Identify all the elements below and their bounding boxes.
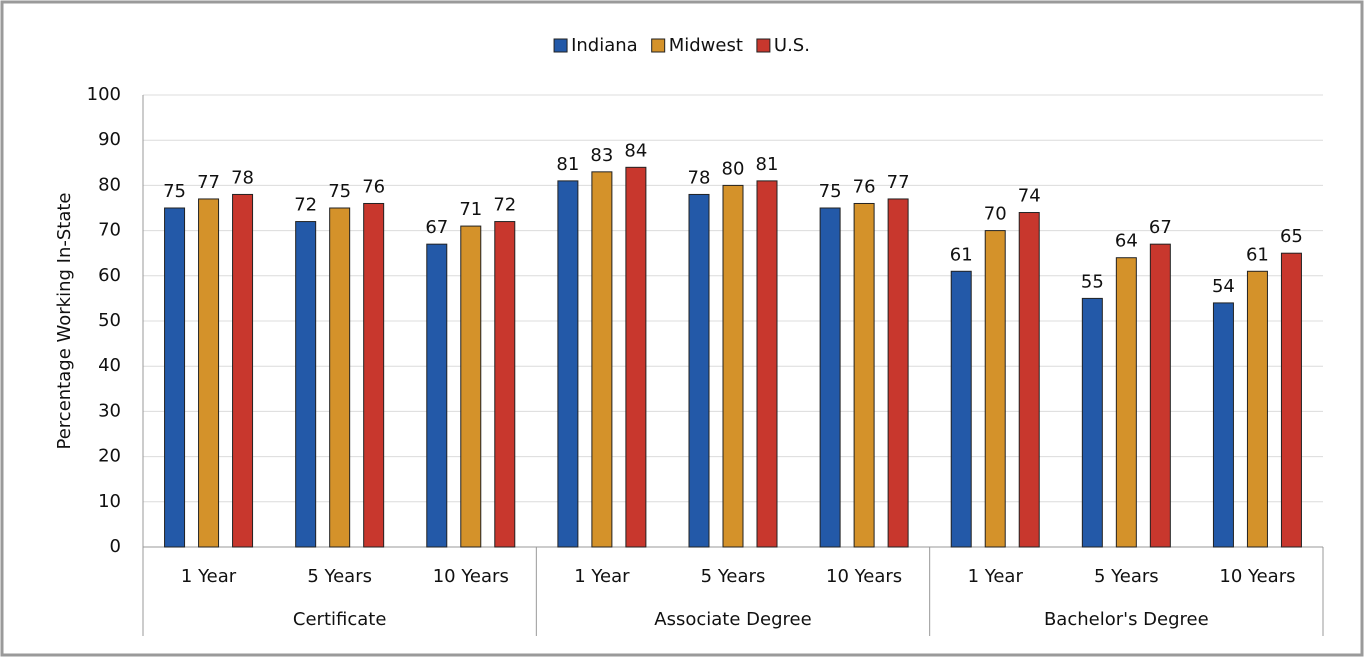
bar (426, 243, 448, 548)
value-label: 77 (887, 172, 910, 193)
legend-swatch (756, 38, 771, 53)
x-tick-label: 1 Year (574, 566, 630, 587)
y-tick-label: 30 (98, 400, 121, 421)
value-label: 81 (756, 154, 779, 175)
value-label: 75 (163, 181, 186, 202)
bar (1212, 302, 1234, 548)
value-label: 55 (1081, 271, 1104, 292)
bar (1280, 252, 1302, 548)
value-label: 81 (556, 154, 579, 175)
y-tick-label: 40 (98, 355, 121, 376)
bar (164, 207, 186, 548)
value-label: 75 (819, 181, 842, 202)
value-label: 77 (197, 172, 220, 193)
bar (460, 225, 482, 548)
value-label: 61 (1246, 244, 1269, 265)
bar (494, 221, 516, 548)
value-label: 64 (1115, 231, 1138, 252)
value-label: 70 (984, 204, 1007, 225)
value-label: 84 (624, 140, 647, 161)
value-label: 83 (590, 145, 613, 166)
y-tick-label: 90 (98, 129, 121, 150)
y-tick-label: 20 (98, 446, 121, 467)
bar (1081, 297, 1103, 548)
value-label: 76 (853, 176, 876, 197)
x-tick-label: 5 Years (307, 566, 372, 587)
legend-label: Midwest (669, 35, 743, 56)
value-label: 65 (1280, 226, 1303, 247)
bar (984, 230, 1006, 548)
bar (819, 207, 841, 548)
legend-label: Indiana (571, 35, 638, 56)
group-label: Associate Degree (654, 609, 811, 630)
y-tick-label: 70 (98, 220, 121, 241)
value-label: 76 (362, 176, 385, 197)
bar (591, 171, 613, 548)
bar (950, 270, 972, 548)
y-tick-label: 100 (87, 84, 121, 105)
x-tick-label: 5 Years (701, 566, 766, 587)
x-tick-label: 1 Year (181, 566, 237, 587)
bar (722, 184, 744, 548)
bar (1018, 212, 1040, 548)
value-label: 54 (1212, 276, 1235, 297)
group-label: Bachelor's Degree (1044, 609, 1209, 630)
y-axis-label: Percentage Working In-State (54, 193, 75, 450)
legend-label: U.S. (774, 35, 810, 56)
bar (625, 166, 647, 548)
bar (853, 202, 875, 548)
bar (1149, 243, 1171, 548)
bar (329, 207, 351, 548)
bar (688, 193, 710, 548)
value-label: 75 (328, 181, 351, 202)
value-label: 72 (294, 195, 317, 216)
legend-swatch (553, 38, 568, 53)
bar (363, 202, 385, 548)
value-label: 71 (459, 199, 482, 220)
y-tick-label: 0 (110, 536, 121, 557)
bar (756, 180, 778, 548)
y-tick-label: 50 (98, 310, 121, 331)
x-tick-label: 10 Years (433, 566, 509, 587)
value-label: 72 (493, 195, 516, 216)
legend-swatch (651, 38, 666, 53)
value-label: 74 (1018, 186, 1041, 207)
bar (1246, 270, 1268, 548)
x-tick-label: 5 Years (1094, 566, 1159, 587)
bar (198, 198, 220, 548)
value-label: 78 (688, 167, 711, 188)
y-tick-label: 60 (98, 265, 121, 286)
x-tick-label: 10 Years (1219, 566, 1295, 587)
value-label: 78 (231, 167, 254, 188)
x-tick-label: 1 Year (968, 566, 1024, 587)
value-label: 61 (950, 244, 973, 265)
bar (887, 198, 909, 548)
y-tick-label: 80 (98, 174, 121, 195)
value-label: 67 (1149, 217, 1172, 238)
bar (295, 221, 317, 548)
y-tick-label: 10 (98, 491, 121, 512)
value-label: 80 (722, 158, 745, 179)
bar (232, 193, 254, 548)
value-label: 67 (425, 217, 448, 238)
x-tick-label: 10 Years (826, 566, 902, 587)
bar (1115, 257, 1137, 548)
group-label: Certificate (293, 609, 387, 630)
bar (557, 180, 579, 548)
